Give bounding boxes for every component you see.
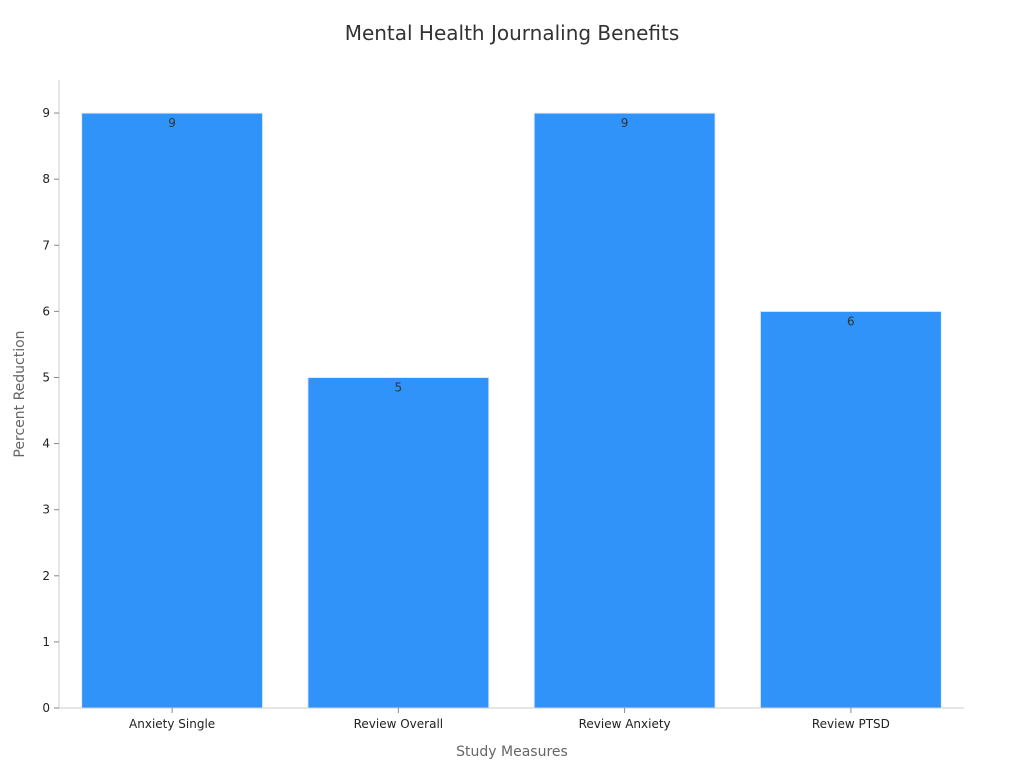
bars-group	[81, 112, 942, 709]
x-tick-label-1: Review Overall	[354, 717, 444, 731]
data-labels-group: 9 5 9 6	[168, 116, 854, 394]
bar-3	[759, 310, 942, 709]
y-tick-label-4: 4	[42, 437, 50, 451]
chart-title: Mental Health Journaling Benefits	[345, 21, 680, 45]
data-label-2: 9	[621, 116, 629, 130]
data-label-3: 6	[847, 314, 855, 328]
x-axis-ticks: Anxiety Single Review Overall Review Anxie…	[129, 708, 890, 731]
y-tick-label-3: 3	[42, 503, 50, 517]
y-tick-label-1: 1	[42, 635, 50, 649]
data-label-1: 5	[395, 380, 403, 394]
y-tick-label-8: 8	[42, 172, 50, 186]
x-tick-label-0: Anxiety Single	[129, 717, 215, 731]
y-tick-label-5: 5	[42, 370, 50, 384]
x-axis-title: Study Measures	[456, 744, 568, 760]
data-label-0: 9	[168, 116, 176, 130]
x-tick-label-2: Review Anxiety	[579, 717, 671, 731]
y-tick-label-7: 7	[42, 238, 50, 252]
plot-area: 9 5 9 6 0 1 2 3 4 5 6 7 8 9 Anxiety Single Review Ove…	[42, 80, 964, 731]
bar-2	[533, 112, 716, 709]
bar-1	[307, 376, 490, 709]
x-tick-label-3: Review PTSD	[812, 717, 890, 731]
y-tick-label-6: 6	[42, 304, 50, 318]
y-axis-ticks: 0 1 2 3 4 5 6 7 8 9	[42, 106, 59, 715]
y-tick-label-9: 9	[42, 106, 50, 120]
bar-0	[81, 112, 264, 709]
y-axis-title: Percent Reduction	[12, 330, 28, 457]
y-tick-label-0: 0	[42, 701, 50, 715]
y-tick-label-2: 2	[42, 569, 50, 583]
